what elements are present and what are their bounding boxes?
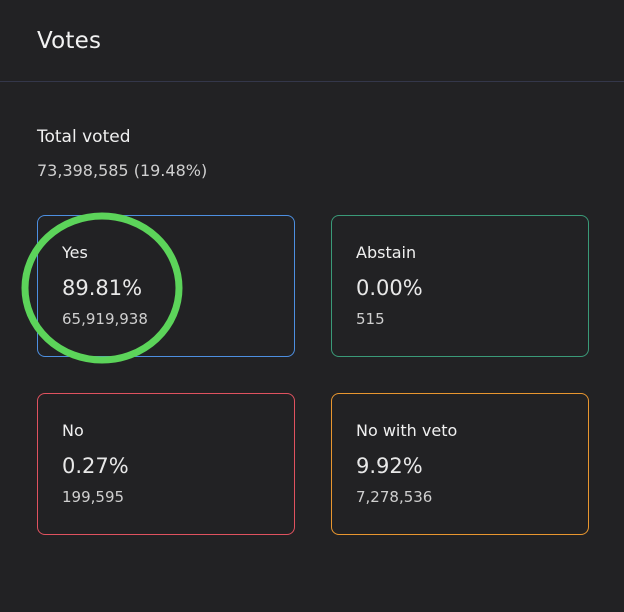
vote-option-percent: 0.00% xyxy=(356,276,423,300)
vote-card-abstain: Abstain 0.00% 515 xyxy=(331,215,589,357)
total-voted-label: Total voted xyxy=(37,127,131,147)
vote-option-label: No xyxy=(62,421,84,440)
vote-option-label: No with veto xyxy=(356,421,458,440)
vote-card-no-with-veto: No with veto 9.92% 7,278,536 xyxy=(331,393,589,535)
page-title: Votes xyxy=(37,28,102,54)
vote-option-label: Yes xyxy=(62,243,88,262)
vote-option-count: 515 xyxy=(356,310,385,328)
vote-option-count: 7,278,536 xyxy=(356,488,433,506)
vote-option-percent: 89.81% xyxy=(62,276,143,300)
vote-option-percent: 9.92% xyxy=(356,454,423,478)
vote-option-count: 199,595 xyxy=(62,488,125,506)
vote-card-no: No 0.27% 199,595 xyxy=(37,393,295,535)
vote-option-count: 65,919,938 xyxy=(62,310,148,328)
votes-header: Votes xyxy=(0,0,624,82)
vote-card-yes: Yes 89.81% 65,919,938 xyxy=(37,215,295,357)
vote-option-label: Abstain xyxy=(356,243,417,262)
total-voted-value: 73,398,585 (19.48%) xyxy=(37,161,208,180)
vote-option-percent: 0.27% xyxy=(62,454,129,478)
